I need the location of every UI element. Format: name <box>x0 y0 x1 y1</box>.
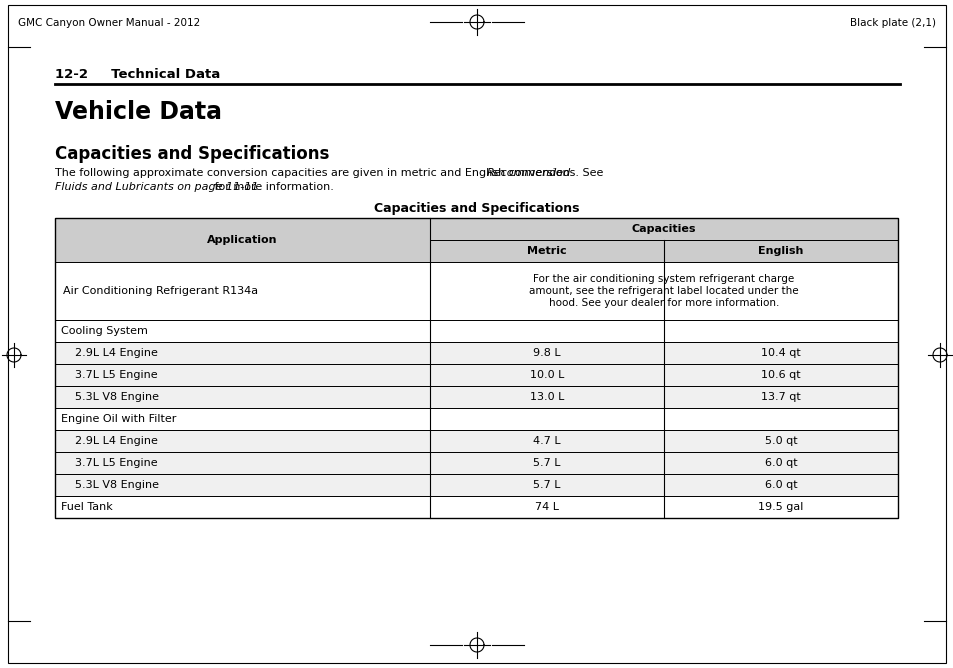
Bar <box>55 408 897 430</box>
Text: Capacities and Specifications: Capacities and Specifications <box>374 202 579 215</box>
Bar <box>430 364 663 386</box>
Text: Vehicle Data: Vehicle Data <box>55 100 222 124</box>
Bar <box>663 474 897 496</box>
Bar <box>663 452 897 474</box>
Bar <box>430 496 663 518</box>
Text: 10.6 qt: 10.6 qt <box>760 370 800 380</box>
Bar <box>430 262 897 320</box>
Bar <box>663 496 897 518</box>
Text: 2.9L L4 Engine: 2.9L L4 Engine <box>75 436 157 446</box>
Text: 10.0 L: 10.0 L <box>529 370 563 380</box>
Text: Engine Oil with Filter: Engine Oil with Filter <box>61 414 176 424</box>
Bar <box>430 474 663 496</box>
Text: 3.7L L5 Engine: 3.7L L5 Engine <box>75 370 157 380</box>
Text: 19.5 gal: 19.5 gal <box>758 502 802 512</box>
Text: 4.7 L: 4.7 L <box>533 436 560 446</box>
Bar <box>55 386 430 408</box>
Bar <box>663 342 897 364</box>
Text: 5.0 qt: 5.0 qt <box>764 436 797 446</box>
Bar <box>55 430 430 452</box>
Bar <box>430 386 663 408</box>
Text: 5.7 L: 5.7 L <box>533 480 560 490</box>
Bar <box>430 342 663 364</box>
Text: Air Conditioning Refrigerant R134a: Air Conditioning Refrigerant R134a <box>63 286 258 296</box>
Text: English: English <box>758 246 802 256</box>
Text: Fuel Tank: Fuel Tank <box>61 502 112 512</box>
Bar <box>55 364 430 386</box>
Bar <box>55 262 430 320</box>
Bar <box>55 320 897 342</box>
Text: Cooling System: Cooling System <box>61 326 148 336</box>
Text: 6.0 qt: 6.0 qt <box>764 480 797 490</box>
Text: 6.0 qt: 6.0 qt <box>764 458 797 468</box>
Bar <box>663 386 897 408</box>
Text: 12-2     Technical Data: 12-2 Technical Data <box>55 68 220 81</box>
Bar <box>663 240 897 262</box>
Bar <box>55 452 430 474</box>
Bar <box>55 474 430 496</box>
Text: 9.8 L: 9.8 L <box>533 348 560 358</box>
Text: Recommended: Recommended <box>486 168 570 178</box>
Bar <box>430 218 897 240</box>
Text: GMC Canyon Owner Manual - 2012: GMC Canyon Owner Manual - 2012 <box>18 18 200 28</box>
Bar <box>55 496 430 518</box>
Text: 2.9L L4 Engine: 2.9L L4 Engine <box>75 348 157 358</box>
Text: 5.3L V8 Engine: 5.3L V8 Engine <box>75 480 159 490</box>
Text: Capacities and Specifications: Capacities and Specifications <box>55 145 329 163</box>
Text: For the air conditioning system refrigerant charge
amount, see the refrigerant l: For the air conditioning system refriger… <box>529 275 798 307</box>
Text: Fluids and Lubricants on page 11-11: Fluids and Lubricants on page 11-11 <box>55 182 258 192</box>
Text: Capacities: Capacities <box>631 224 696 234</box>
Text: 13.0 L: 13.0 L <box>529 392 563 402</box>
Bar <box>663 430 897 452</box>
Bar <box>430 430 663 452</box>
Text: Application: Application <box>207 235 277 245</box>
Bar <box>55 218 430 262</box>
Text: 13.7 qt: 13.7 qt <box>760 392 800 402</box>
Bar <box>430 240 663 262</box>
Text: 10.4 qt: 10.4 qt <box>760 348 800 358</box>
Text: Metric: Metric <box>527 246 566 256</box>
Text: 5.3L V8 Engine: 5.3L V8 Engine <box>75 392 159 402</box>
Text: Black plate (2,1): Black plate (2,1) <box>849 18 935 28</box>
Bar <box>55 342 430 364</box>
Text: 74 L: 74 L <box>535 502 558 512</box>
Text: 3.7L L5 Engine: 3.7L L5 Engine <box>75 458 157 468</box>
Text: The following approximate conversion capacities are given in metric and English : The following approximate conversion cap… <box>55 168 606 178</box>
Bar <box>663 364 897 386</box>
Bar <box>55 218 897 518</box>
Text: 5.7 L: 5.7 L <box>533 458 560 468</box>
Bar <box>430 452 663 474</box>
Text: for more information.: for more information. <box>211 182 334 192</box>
